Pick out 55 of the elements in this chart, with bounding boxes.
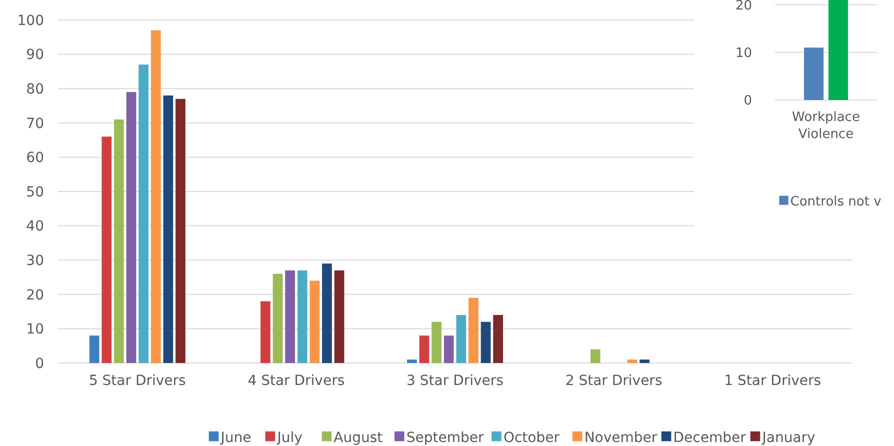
x-tick-label: 2 Star Drivers	[565, 373, 662, 389]
bar	[468, 298, 478, 363]
bar	[310, 280, 320, 363]
bar	[419, 336, 430, 363]
bar	[272, 274, 283, 363]
bar	[407, 360, 417, 363]
y-tick-label: 60	[26, 150, 44, 166]
bar	[334, 270, 344, 363]
y-tick-label: 70	[26, 116, 44, 132]
x-tick-label: 3 Star Drivers	[406, 373, 504, 389]
legend-label: July	[276, 430, 302, 446]
bar	[456, 314, 466, 363]
y-tick-label: 40	[26, 218, 44, 235]
bar	[297, 270, 308, 363]
legend-label: December	[673, 430, 746, 446]
bar	[126, 92, 136, 363]
bar	[590, 349, 600, 363]
bar	[102, 136, 112, 363]
bar	[260, 301, 270, 363]
bar	[89, 336, 100, 363]
bar	[444, 336, 454, 363]
y-tick-label: 100	[17, 12, 44, 29]
legend-label: Controls not v	[790, 194, 882, 210]
bar	[627, 360, 638, 363]
legend-label: January	[761, 430, 816, 446]
y-tick-label: 0	[744, 94, 752, 109]
x-tick-label: 4 Star Drivers	[248, 373, 345, 389]
legend-label: November	[584, 430, 658, 446]
bar	[163, 95, 174, 363]
bar	[432, 322, 442, 363]
y-tick-label: 80	[26, 82, 44, 98]
legend-label: August	[334, 430, 384, 446]
y-tick-label: 90	[26, 47, 44, 64]
legend-label: October	[503, 430, 560, 446]
y-tick-label: 20	[26, 287, 44, 304]
bar	[322, 264, 332, 363]
y-tick-label: 50	[26, 184, 44, 200]
bar	[150, 30, 161, 363]
bar	[176, 98, 186, 363]
bar	[138, 64, 148, 363]
y-tick-label: 10	[26, 322, 44, 338]
x-tick-label: 5 Star Drivers	[88, 373, 186, 389]
bar	[493, 314, 503, 363]
y-tick-label: 30	[26, 253, 44, 269]
y-tick-label: 20	[735, 0, 752, 14]
x-tick-label: Workplace Violence	[792, 110, 860, 142]
bar	[285, 270, 295, 363]
bar	[480, 322, 491, 363]
legend-label: June	[220, 430, 252, 446]
y-tick-label: 10	[735, 46, 752, 61]
x-tick-label: 1 Star Drivers	[724, 373, 822, 389]
legend-label: September	[406, 430, 484, 446]
bar	[114, 119, 124, 363]
y-tick-label: 0	[35, 356, 44, 372]
bar	[640, 360, 650, 363]
